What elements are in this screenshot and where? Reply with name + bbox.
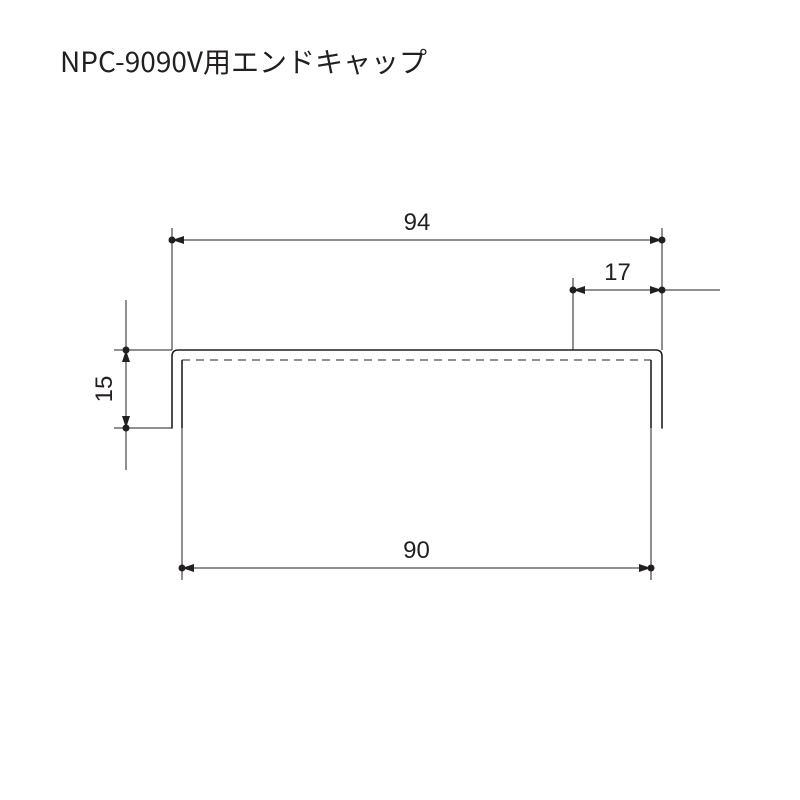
drawing-title: NPC-9090V用エンドキャップ — [60, 41, 427, 81]
technical-drawing: NPC-9090V用エンドキャップ 94 17 15 90 — [0, 0, 800, 800]
dim-inner-width: 90 — [403, 537, 430, 564]
dim-height: 15 — [91, 376, 118, 403]
dim-outer-width: 94 — [404, 209, 431, 236]
dim-side-offset: 17 — [604, 259, 631, 286]
